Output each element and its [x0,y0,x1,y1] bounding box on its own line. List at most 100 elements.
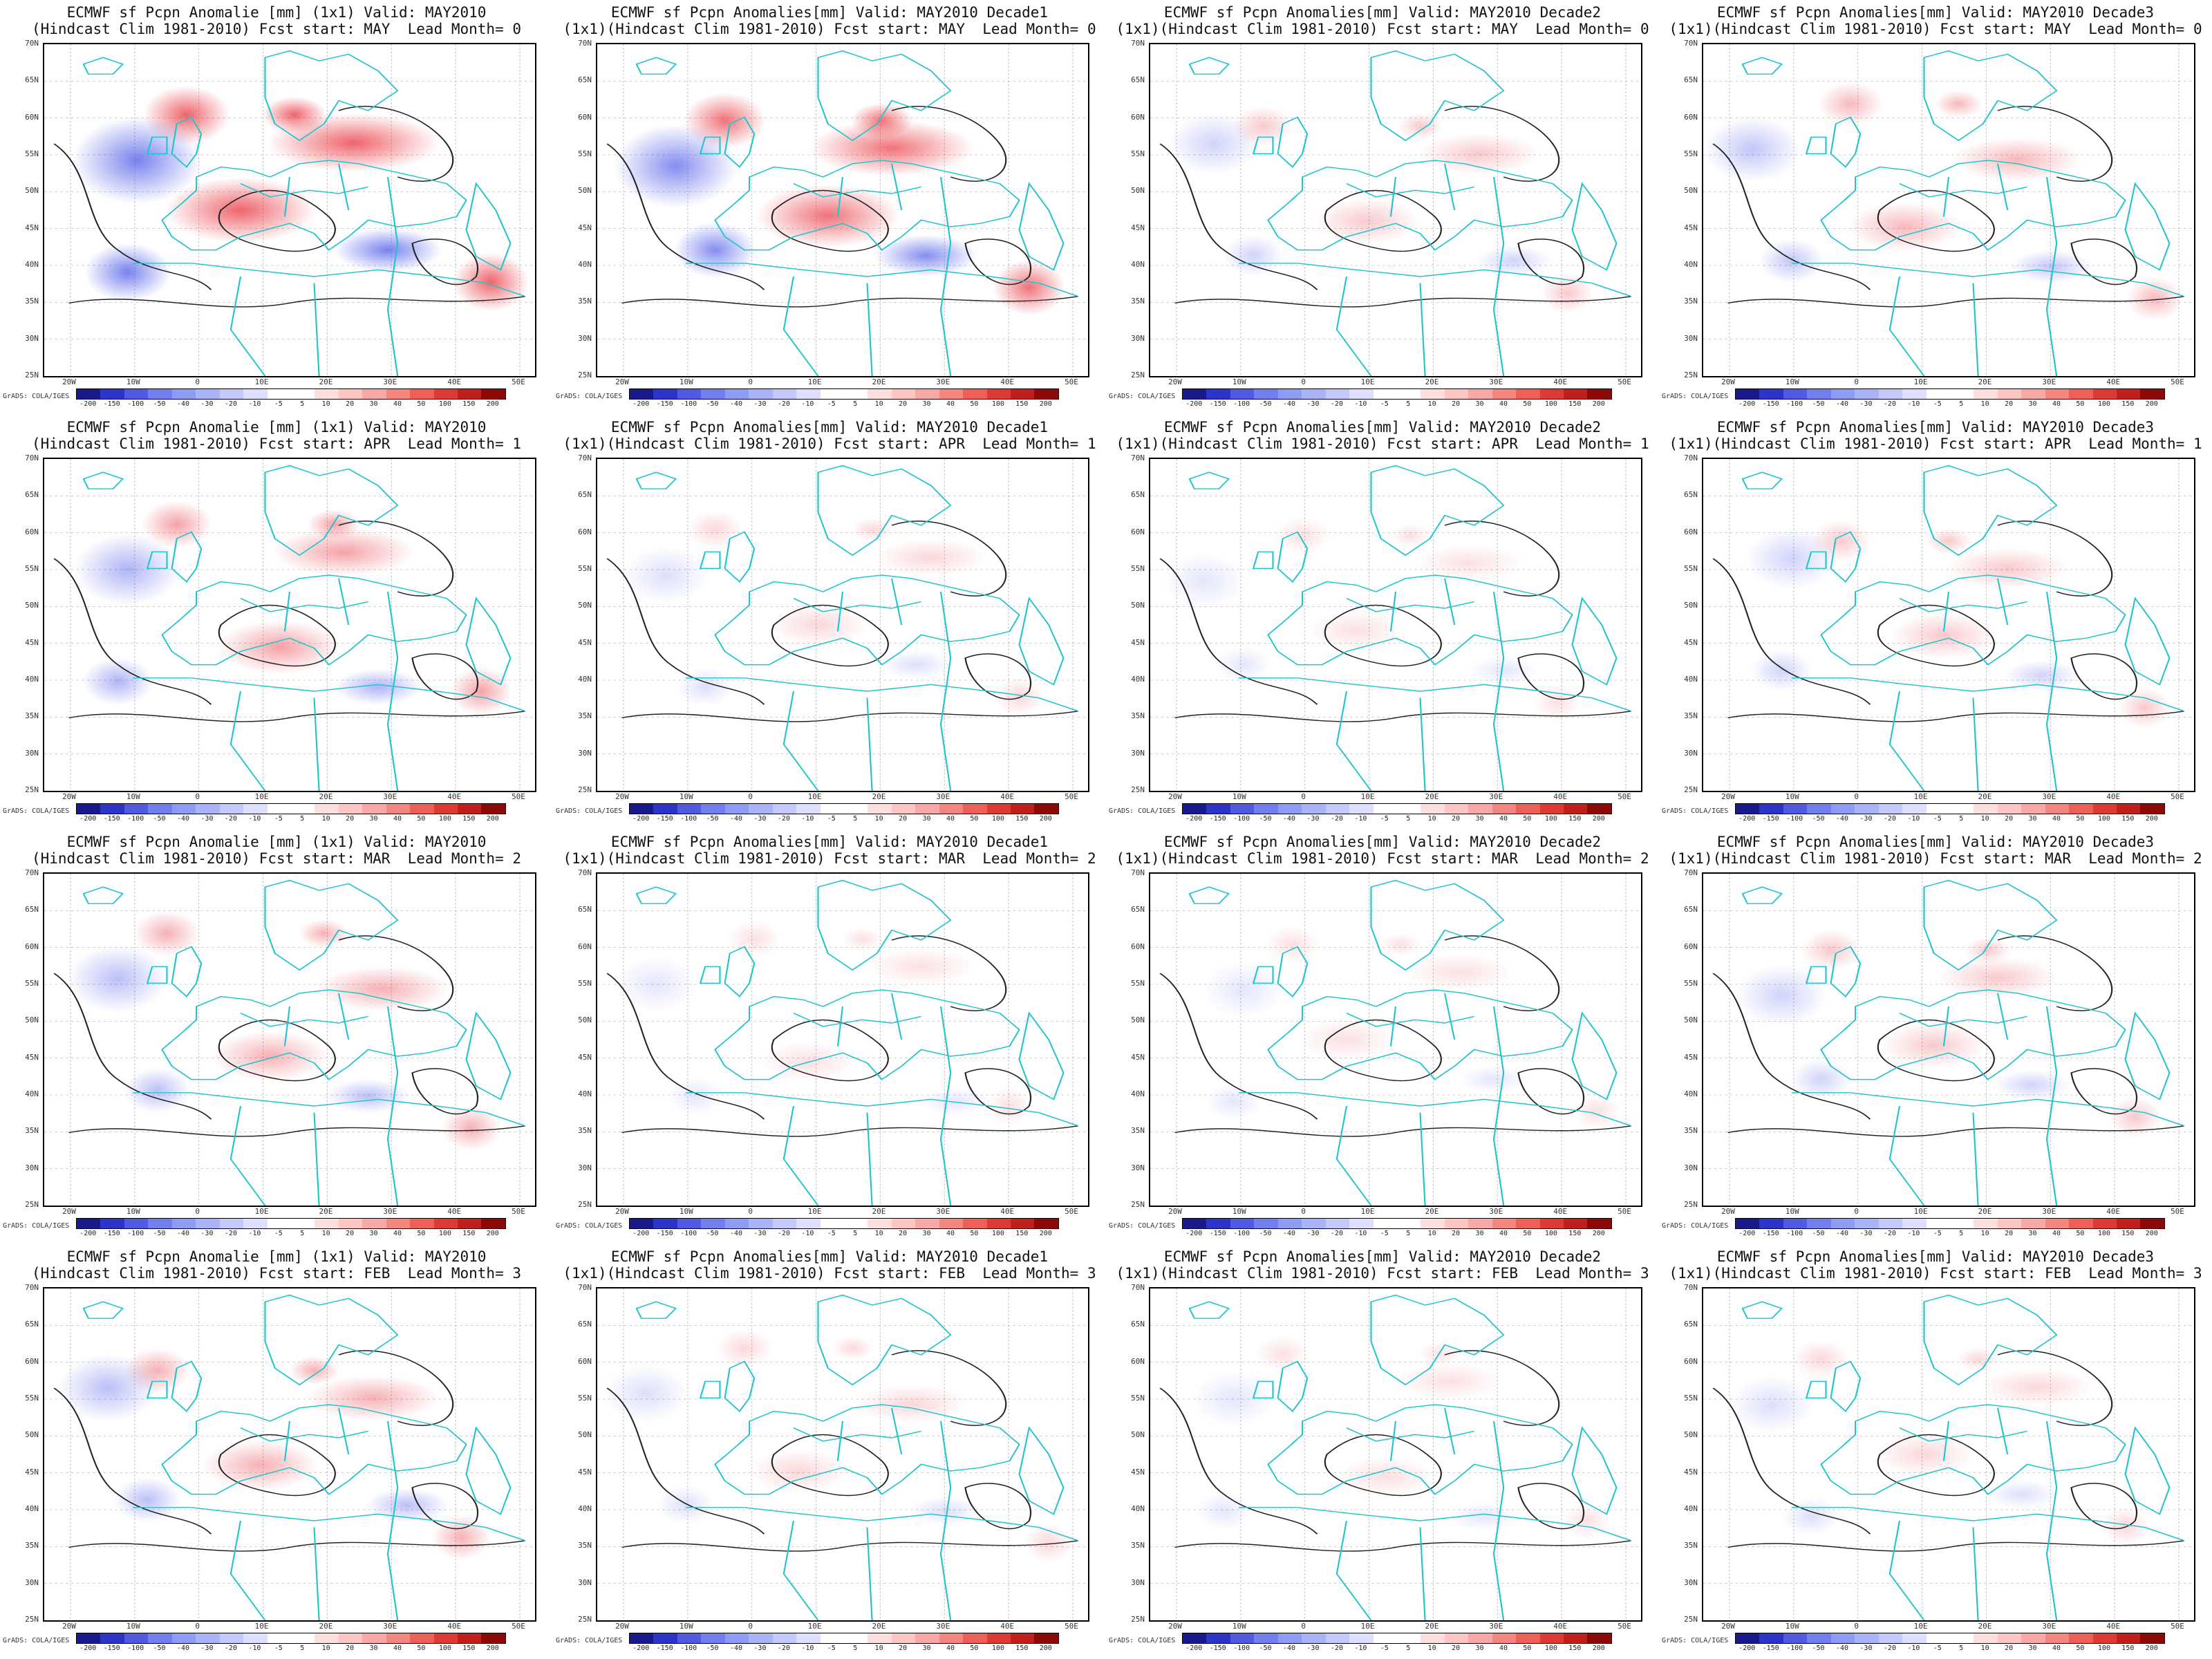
lon-tick-label: 30E [2042,1622,2056,1631]
colorbar-swatch [1878,389,1903,399]
colorbar-label: 100 [438,1230,451,1237]
colorbar-label: -20 [1330,400,1343,408]
lon-tick-label: 30E [2042,792,2056,801]
colorbar-swatch [1997,1219,2022,1228]
coastline [866,697,873,791]
colorbar-swatch [677,389,702,399]
contour-line [68,1540,526,1552]
colorbar-swatch [315,1219,339,1228]
lat-tick-label: 45N [25,1467,39,1477]
panel-subtitle: (1x1)(Hindcast Clim 1981-2010) Fcst star… [563,850,1096,867]
lon-tick-label: 50E [1065,1622,1078,1631]
colorbar-swatch [1926,804,1950,814]
lon-tick-label: 50E [2171,377,2184,386]
panel-subtitle: (1x1)(Hindcast Clim 1981-2010) Fcst star… [1669,1265,2202,1282]
lon-tick-label: 0 [1854,1207,1859,1216]
lon-tick-label: 40E [1000,377,1015,386]
colorbar-label: 50 [2076,815,2085,823]
colorbar-swatch [749,1633,773,1643]
colorbar-swatch [362,389,386,399]
lat-tick-label: 50N [1131,1430,1145,1440]
colorbar-label: -100 [1786,1644,1803,1652]
positive-anomaly-area [289,1356,339,1385]
colorbar-label: 50 [970,815,979,823]
colorbar-label: -100 [1233,815,1250,823]
coastline [1335,1105,1372,1206]
colorbar-swatch [1444,389,1469,399]
lon-tick-label: 30E [383,377,397,386]
positive-anomaly-area [299,919,349,948]
colorbar-swatch [2045,1633,2070,1643]
positive-anomaly-area [1563,1502,1611,1539]
colorbar-swatch [1254,1633,1278,1643]
anomaly-map [1702,43,2195,377]
coastline [699,1380,721,1399]
colorbar-swatch [77,1633,101,1643]
map-panel: ECMWF sf Pcpn Anomalies[mm] Valid: MAY20… [1106,0,1659,415]
colorbar-label: -100 [680,815,697,823]
coastline [1791,1092,2185,1127]
grads-credit: GrADS: COLA/IGES [1662,393,1729,400]
negative-anomaly-area [603,1365,689,1423]
coastline [1899,1013,2027,1027]
colorbar-swatch [820,1633,844,1643]
panel-title: ECMWF sf Pcpn Anomalies[mm] Valid: MAY20… [1163,834,1602,850]
lat-tick-label: 30N [25,1163,39,1172]
coastline [313,1527,320,1620]
coastline [283,1421,291,1461]
negative-anomaly-area [366,1488,449,1522]
colorbar-swatch [267,1219,291,1228]
colorbar-label: 150 [1015,400,1029,408]
colorbar-swatch [1183,389,1207,399]
colorbar-swatch [796,389,821,399]
negative-anomaly-area [68,945,168,1013]
coastline [1188,886,1230,904]
contour-line [964,1483,1031,1530]
lon-tick-label: 10W [679,1207,693,1216]
colorbar-label: -150 [1209,400,1226,408]
colorbar-swatch [219,1633,244,1643]
lon-tick-label: 30E [936,377,950,386]
lat-tick-label: 30N [578,748,592,758]
lon-tick-label: 0 [748,377,753,386]
colorbar-swatch [1349,1633,1374,1643]
positive-anomaly-area [841,927,883,951]
positive-anomaly-area [1847,202,1962,252]
coastline [1899,1427,2027,1442]
colorbar-label: 40 [393,815,402,823]
colorbar-label: 150 [2121,1644,2135,1652]
colorbar-swatch [481,1219,505,1228]
colorbar-label: -30 [1859,1644,1873,1652]
coastline [1335,691,1372,791]
colorbar-label: -10 [1354,815,1367,823]
colorbar-swatch [653,804,677,814]
contour-line [1877,1434,1995,1497]
negative-anomaly-area [2004,660,2080,691]
colorbar-label: -200 [632,1644,650,1652]
map-canvas [44,874,535,1206]
positive-anomaly-area [831,1336,874,1360]
colorbar-label: -40 [176,1230,190,1237]
positive-anomaly-area [272,527,415,576]
negative-anomaly-area [84,243,171,301]
coastline [1996,578,2009,626]
lat-tick-label: 60N [25,112,39,122]
colorbar [629,388,1059,400]
colorbar-label: 20 [2005,1230,2014,1237]
lon-tick-label: 30E [936,1622,950,1631]
lat-tick-label: 55N [25,564,39,573]
coastline [1923,879,2058,971]
map-canvas [1150,874,1641,1206]
lat-tick-label: 50N [1131,1015,1145,1025]
lat-tick-label: 55N [578,1394,592,1403]
colorbar-swatch [1926,389,1950,399]
colorbar-label: -150 [1209,1230,1226,1237]
colorbar-label: -30 [753,815,767,823]
colorbar-swatch [701,389,725,399]
colorbar-swatch [2140,389,2164,399]
contour-line [68,296,526,308]
anomaly-map [43,43,536,377]
colorbar-label: -30 [200,815,214,823]
contour-line [964,1068,1031,1115]
colorbar-label: -200 [1738,1644,1756,1652]
